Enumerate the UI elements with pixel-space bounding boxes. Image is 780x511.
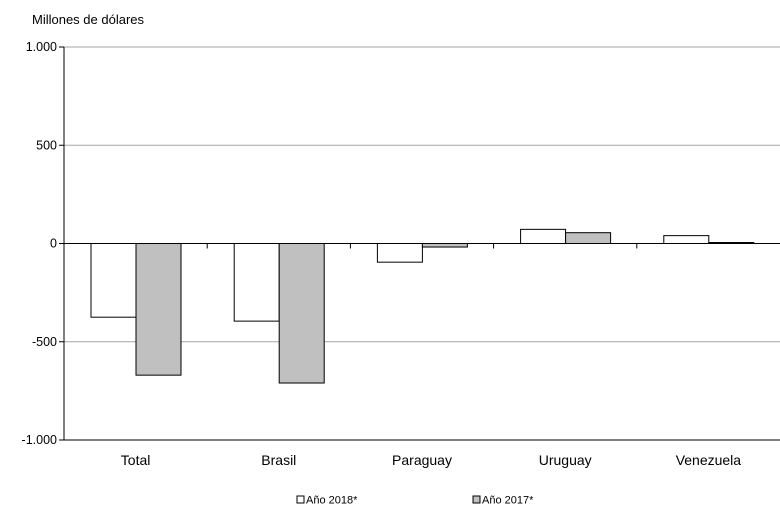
- bar-paraguay-series1: [376, 243, 423, 263]
- x-tick-label: Venezuela: [676, 452, 742, 468]
- legend-label: Año 2018*: [306, 495, 358, 507]
- y-tick-label: 500: [36, 138, 57, 152]
- x-tick-label: Paraguay: [392, 452, 452, 468]
- unit-label: Millones de dólares: [32, 12, 145, 27]
- legend-swatch: [472, 495, 481, 504]
- axes: [59, 46, 780, 441]
- gridlines: [64, 46, 780, 343]
- y-tick-label: -1.000: [22, 433, 57, 447]
- x-tick-label: Uruguay: [539, 452, 592, 468]
- legend: Año 2018* Año 2017*: [296, 495, 534, 507]
- x-tick-label: Total: [121, 452, 151, 468]
- bar-paraguay-series2: [421, 243, 468, 248]
- bar-uruguay-series1: [520, 228, 567, 245]
- y-tick-label: 0: [50, 237, 57, 251]
- y-tick-label: -500: [32, 335, 57, 349]
- y-tick-labels: 1.000 500 0 -500 -1.000: [22, 40, 58, 447]
- y-tick-label: 1.000: [26, 40, 57, 54]
- x-tick-label: Brasil: [261, 452, 296, 468]
- bar-uruguay-series2: [565, 232, 612, 245]
- bar-total-series2: [135, 243, 182, 376]
- legend-label: Año 2017*: [482, 495, 534, 507]
- bar-venezuela-series1: [663, 235, 710, 244]
- legend-swatch: [296, 495, 305, 504]
- bar-total-series1: [90, 243, 137, 318]
- bars: [90, 228, 755, 384]
- bar-brasil-series1: [233, 243, 280, 322]
- x-tick-labels: Total Brasil Paraguay Uruguay Venezuela: [121, 452, 741, 468]
- bar-brasil-series2: [278, 243, 325, 384]
